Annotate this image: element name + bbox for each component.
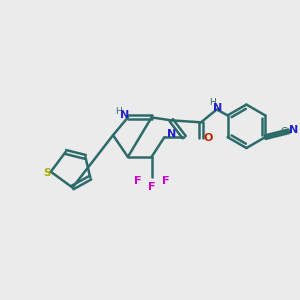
Text: C: C xyxy=(280,127,287,137)
Text: N: N xyxy=(167,129,176,139)
Text: H: H xyxy=(116,107,122,116)
Text: F: F xyxy=(148,182,155,192)
Text: F: F xyxy=(134,176,142,186)
Text: N: N xyxy=(289,125,298,135)
Text: S: S xyxy=(43,168,51,178)
Text: N: N xyxy=(213,103,222,112)
Text: F: F xyxy=(162,176,169,186)
Text: O: O xyxy=(203,133,213,143)
Text: N: N xyxy=(120,110,130,120)
Text: H: H xyxy=(209,98,216,107)
